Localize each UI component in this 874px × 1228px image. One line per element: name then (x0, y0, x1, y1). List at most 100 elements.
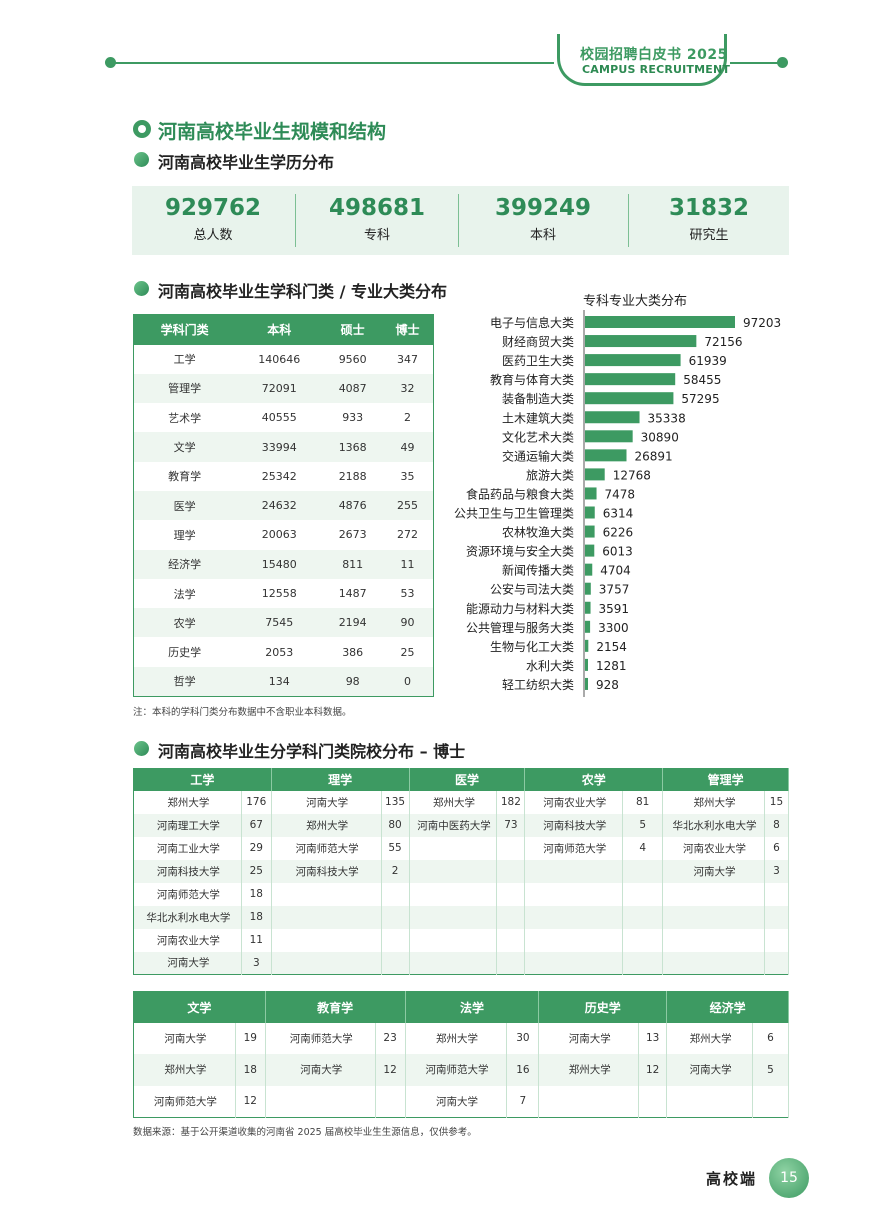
university-cell: 郑州大学 (666, 1022, 754, 1055)
table-cell: 9560 (338, 352, 367, 366)
table-cell: 1487 (338, 587, 367, 601)
university-cell (408, 859, 498, 883)
university-cell (524, 882, 624, 906)
stat-value: 498681 (328, 195, 426, 221)
table-cell: 2194 (323, 608, 383, 638)
table-cell: 20063 (261, 528, 297, 542)
chart-title: 专科专业大类分布 (583, 294, 688, 309)
table-cell: 农学 (133, 608, 236, 638)
university-cell: 河南中医药大学 (408, 813, 498, 837)
bar-value-label: 58455 (683, 373, 721, 387)
university-cell (408, 951, 498, 975)
university-cell: 河南科技大学 (133, 859, 242, 883)
bar-value-label: 928 (596, 678, 619, 692)
count-cell: 13 (638, 1022, 668, 1055)
bar-value-label: 6314 (603, 507, 634, 521)
stat-value: 929762 (164, 195, 262, 221)
university-cell: 河南农业大学 (133, 928, 242, 952)
university-cell (270, 882, 382, 906)
university-cell: 郑州大学 (538, 1054, 640, 1086)
stat-label: 专科 (363, 228, 390, 243)
university-cell (662, 928, 765, 952)
count-cell (764, 882, 790, 906)
table-cell: 11 (382, 549, 434, 579)
university-cell: 华北水利水电大学 (662, 813, 765, 837)
bar (585, 392, 674, 405)
table-cell: 1368 (323, 432, 383, 462)
university-cell: 河南师范大学 (133, 1085, 236, 1118)
bar (585, 316, 735, 328)
bar-value-label: 1281 (596, 659, 627, 673)
table-cell: 386 (342, 645, 364, 659)
university-cell: 河南科技大学 (270, 859, 382, 883)
count-cell: 176 (241, 790, 272, 814)
bar-category-label: 财经商贸大类 (502, 334, 574, 349)
data-source-note: 数据来源：基于公开渠道收集的河南省 2025 届高校毕业生生源信息，仅供参考。 (133, 1127, 477, 1138)
bar (585, 620, 591, 633)
university-cell: 河南大学 (133, 1022, 236, 1055)
university-cell: 郑州大学 (404, 1022, 508, 1055)
university-cell: 郑州大学 (408, 790, 498, 814)
count-cell (622, 859, 664, 883)
table-row: 法学 12558 1487 53 (134, 579, 434, 608)
university-cell (662, 951, 765, 975)
stat-value: 31832 (668, 195, 750, 221)
count-cell (496, 859, 526, 883)
stat-label: 总人数 (193, 228, 233, 243)
count-cell: 55 (381, 836, 410, 860)
bar (585, 658, 588, 671)
count-cell: 12 (375, 1054, 406, 1086)
stat-bachelor: 399249 本科 (459, 186, 627, 255)
table-row: 理学 20063 2673 272 (134, 520, 434, 549)
bar (585, 449, 627, 462)
count-cell: 12 (235, 1085, 266, 1118)
count-cell: 18 (241, 905, 272, 929)
table-row: 河南工业大学 29 河南师范大学 55 河南师范大学 4 河南农业大学 6 (133, 836, 790, 860)
bar (585, 468, 605, 481)
table-cell: 25342 (261, 469, 297, 483)
university-cell: 河南大学 (538, 1022, 640, 1055)
table-cell: 医学 (133, 490, 236, 521)
count-cell: 5 (622, 813, 664, 837)
count-cell: 73 (496, 813, 526, 837)
group-header: 理学 (271, 768, 410, 791)
page-number: 15 (769, 1158, 809, 1198)
discipline-table: 学科门类 本科 硕士 博士 工学 140646 9560 347 管理学 72091 408… (133, 314, 434, 697)
group-header: 文学 (133, 991, 266, 1023)
table-header: 硕士 (323, 314, 383, 345)
group-header: 农学 (524, 768, 664, 791)
bar-category-label: 新闻传播大类 (502, 563, 574, 578)
table-cell: 53 (400, 587, 415, 601)
table-cell: 7545 (235, 608, 324, 638)
section-ring-icon (133, 120, 151, 138)
count-cell (638, 1085, 668, 1118)
bar-category-label: 医药卫生大类 (502, 354, 574, 368)
count-cell (764, 928, 790, 952)
table-row: 河南师范大学 18 (133, 882, 790, 906)
bar-value-label: 30890 (641, 430, 679, 444)
university-cell: 河南工业大学 (133, 836, 242, 860)
phd-title: 河南高校毕业生分学科门类院校分布 – 博士 (158, 742, 466, 761)
count-cell (622, 928, 664, 952)
university-cell: 河南大学 (666, 1054, 754, 1086)
count-cell (381, 951, 410, 975)
discipline-table-body: 工学 140646 9560 347 管理学 72091 4087 32 艺术学 40555 933… (133, 345, 434, 697)
table-cell: 哲学 (133, 666, 236, 697)
bar-category-label: 资源环境与安全大类 (466, 544, 574, 559)
table-row: 河南大学 19 河南师范大学 23 郑州大学 30 河南大学 13 郑州大学 6 (133, 1022, 789, 1055)
count-cell: 80 (381, 813, 410, 837)
bar-value-label: 6226 (603, 526, 634, 540)
count-cell: 3 (241, 951, 272, 975)
table-cell: 2 (404, 411, 412, 425)
table-row: 河南大学 3 (133, 951, 790, 975)
table-row: 河南理工大学 67 郑州大学 80 河南中医药大学 73 河南科技大学 5 华北水利水电大学 8 (133, 813, 790, 837)
university-cell (408, 905, 498, 929)
count-cell: 18 (241, 882, 272, 906)
university-cell: 河南大学 (133, 951, 242, 975)
bar-value-label: 26891 (634, 449, 672, 463)
count-cell: 2 (381, 859, 410, 883)
table-cell: 933 (342, 411, 364, 425)
table-cell: 法学 (173, 587, 196, 601)
bar-category-label: 水利大类 (526, 659, 574, 673)
university-cell (666, 1085, 754, 1118)
